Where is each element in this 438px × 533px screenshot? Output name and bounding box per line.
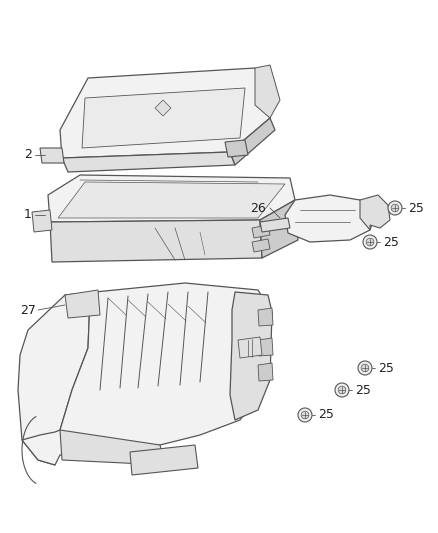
Text: 25: 25 xyxy=(378,361,394,375)
Polygon shape xyxy=(255,65,280,118)
Circle shape xyxy=(366,238,374,246)
Polygon shape xyxy=(258,308,273,326)
Polygon shape xyxy=(32,210,52,232)
Polygon shape xyxy=(260,200,298,258)
Polygon shape xyxy=(60,68,270,158)
Circle shape xyxy=(361,364,369,372)
Circle shape xyxy=(338,386,346,394)
Text: 25: 25 xyxy=(383,236,399,248)
Polygon shape xyxy=(260,218,290,232)
Circle shape xyxy=(358,361,372,375)
Polygon shape xyxy=(60,430,165,465)
Polygon shape xyxy=(285,195,375,242)
Polygon shape xyxy=(58,182,285,218)
Text: 25: 25 xyxy=(318,408,334,422)
Text: 27: 27 xyxy=(20,303,36,317)
Text: 2: 2 xyxy=(24,149,32,161)
Text: 25: 25 xyxy=(355,384,371,397)
Polygon shape xyxy=(252,225,270,238)
Circle shape xyxy=(301,411,309,419)
Circle shape xyxy=(391,204,399,212)
Polygon shape xyxy=(130,445,198,475)
Polygon shape xyxy=(258,338,273,356)
Polygon shape xyxy=(225,140,248,157)
Polygon shape xyxy=(252,239,270,252)
Text: 26: 26 xyxy=(250,201,266,214)
Polygon shape xyxy=(62,152,235,172)
Polygon shape xyxy=(40,148,64,163)
Polygon shape xyxy=(230,118,275,165)
Polygon shape xyxy=(82,88,245,148)
Circle shape xyxy=(388,201,402,215)
Polygon shape xyxy=(22,283,270,465)
Circle shape xyxy=(298,408,312,422)
Polygon shape xyxy=(155,100,171,116)
Polygon shape xyxy=(360,195,390,230)
Polygon shape xyxy=(65,290,100,318)
Polygon shape xyxy=(230,292,272,420)
Text: 1: 1 xyxy=(24,208,32,222)
Circle shape xyxy=(363,235,377,249)
Polygon shape xyxy=(18,295,90,465)
Text: 25: 25 xyxy=(408,201,424,214)
Circle shape xyxy=(335,383,349,397)
Polygon shape xyxy=(258,363,273,381)
Polygon shape xyxy=(238,337,262,358)
Polygon shape xyxy=(48,175,295,222)
Polygon shape xyxy=(50,220,262,262)
